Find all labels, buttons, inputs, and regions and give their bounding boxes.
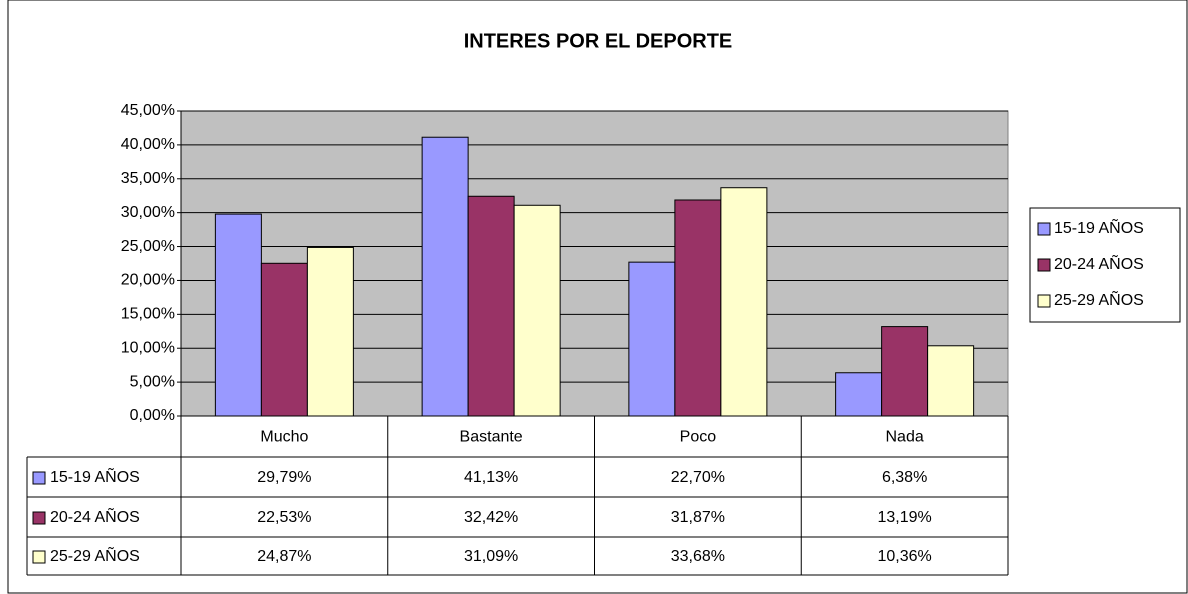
bar <box>260 262 308 417</box>
bar <box>467 195 515 417</box>
data-label: 31,09% <box>464 548 518 565</box>
x-tick-label: Mucho <box>260 429 308 446</box>
y-tick-label: 35,00% <box>121 170 175 187</box>
bar <box>835 372 883 417</box>
chart-title: INTERES POR EL DEPORTE <box>464 30 733 52</box>
y-tick-label: 25,00% <box>121 238 175 255</box>
data-label: 10,36% <box>877 548 931 565</box>
table-series-name: 20-24 AÑOS <box>50 506 140 526</box>
data-label: 33,68% <box>671 548 725 565</box>
data-label: 6,38% <box>882 469 927 486</box>
table-swatch <box>32 471 46 485</box>
data-label: 24,87% <box>257 548 311 565</box>
legend-box <box>1029 207 1181 323</box>
data-label: 13,19% <box>877 509 931 526</box>
bar <box>628 261 676 417</box>
bar <box>306 246 354 417</box>
y-tick-label: 0,00% <box>130 407 175 424</box>
bar <box>421 136 469 417</box>
y-tick-label: 15,00% <box>121 306 175 323</box>
y-tick-label: 10,00% <box>121 339 175 356</box>
legend-swatch <box>1037 258 1051 272</box>
bar <box>720 187 768 417</box>
x-tick-label: Nada <box>886 429 924 446</box>
legend-label: 15-19 AÑOS <box>1054 217 1144 237</box>
y-tick-label: 30,00% <box>121 204 175 221</box>
legend-swatch <box>1037 294 1051 308</box>
bar <box>927 345 975 417</box>
table-series-name: 15-19 AÑOS <box>50 466 140 486</box>
y-tick-label: 40,00% <box>121 136 175 153</box>
data-label: 22,70% <box>671 469 725 486</box>
bar <box>513 204 561 417</box>
data-label: 29,79% <box>257 469 311 486</box>
y-tick-label: 5,00% <box>130 373 175 390</box>
x-tick-label: Bastante <box>460 429 523 446</box>
bar <box>881 326 929 417</box>
x-tick-label: Poco <box>680 429 717 446</box>
data-label: 31,87% <box>671 509 725 526</box>
legend-label: 25-29 AÑOS <box>1054 289 1144 309</box>
data-label: 22,53% <box>257 509 311 526</box>
data-label: 32,42% <box>464 509 518 526</box>
y-tick-label: 45,00% <box>121 102 175 119</box>
table-swatch <box>32 550 46 564</box>
legend-label: 20-24 AÑOS <box>1054 253 1144 273</box>
bar <box>214 213 262 417</box>
table-series-name: 25-29 AÑOS <box>50 545 140 565</box>
legend-swatch <box>1037 222 1051 236</box>
y-tick-label: 20,00% <box>121 272 175 289</box>
bar <box>674 199 722 417</box>
data-label: 41,13% <box>464 469 518 486</box>
table-swatch <box>32 511 46 525</box>
